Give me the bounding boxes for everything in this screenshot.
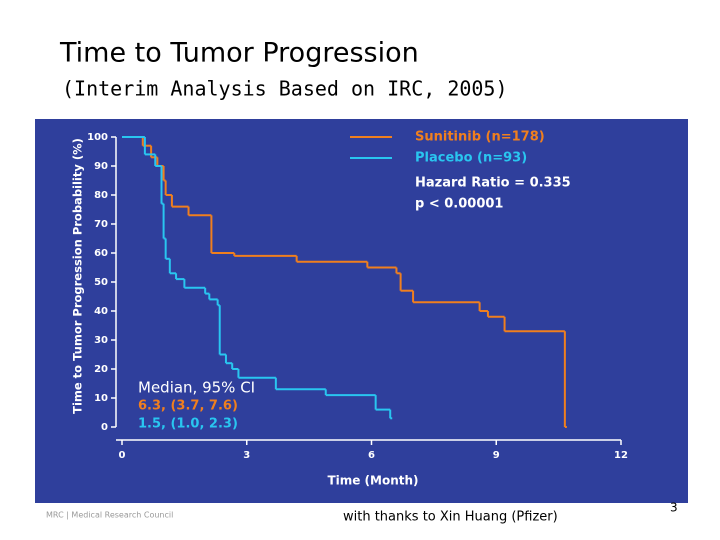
slide-subtitle: (Interim Analysis Based on IRC, 2005) bbox=[62, 77, 508, 101]
y-tick-label: 80 bbox=[94, 190, 108, 201]
p-value: p < 0.00001 bbox=[415, 197, 503, 212]
median-header: Median, 95% CI bbox=[138, 379, 255, 397]
median-label: 1.5, (1.0, 2.3) bbox=[138, 417, 238, 432]
footer-credit: with thanks to Xin Huang (Pfizer) bbox=[343, 510, 558, 525]
x-tick-label: 6 bbox=[368, 450, 375, 461]
y-tick-label: 0 bbox=[101, 422, 108, 433]
x-tick-label: 12 bbox=[614, 450, 628, 461]
y-tick-label: 100 bbox=[87, 132, 108, 143]
hazard-ratio: Hazard Ratio = 0.335 bbox=[415, 176, 571, 191]
x-tick-label: 9 bbox=[493, 450, 500, 461]
legend-label: Placebo (n=93) bbox=[415, 151, 527, 166]
y-tick-label: 40 bbox=[94, 306, 108, 317]
y-tick-label: 70 bbox=[94, 219, 108, 230]
page-number: 3 bbox=[670, 501, 678, 515]
chart-panel bbox=[35, 119, 688, 503]
footer-logo: MRC | Medical Research Council bbox=[46, 511, 173, 520]
y-tick-label: 90 bbox=[94, 161, 108, 172]
y-tick-label: 60 bbox=[94, 248, 108, 259]
x-tick-label: 3 bbox=[243, 450, 250, 461]
x-axis-label: Time (Month) bbox=[327, 474, 418, 488]
y-tick-label: 10 bbox=[94, 393, 108, 404]
legend-label: Sunitinib (n=178) bbox=[415, 130, 545, 145]
y-tick-label: 30 bbox=[94, 335, 108, 346]
x-tick-label: 0 bbox=[119, 450, 126, 461]
slide-title: Time to Tumor Progression bbox=[59, 38, 419, 69]
median-label: 6.3, (3.7, 7.6) bbox=[138, 399, 238, 414]
y-tick-label: 20 bbox=[94, 364, 108, 375]
y-axis-label: Time to Tumor Progression Probability (%… bbox=[71, 138, 85, 414]
y-tick-label: 50 bbox=[94, 277, 108, 288]
